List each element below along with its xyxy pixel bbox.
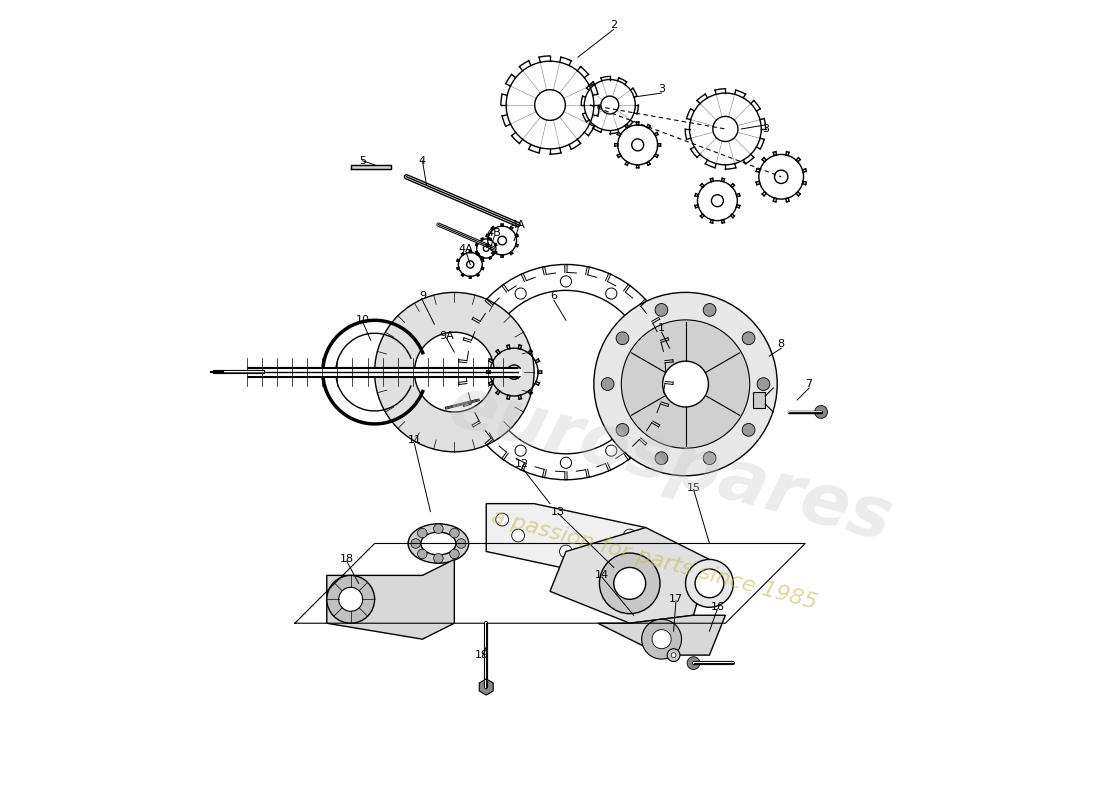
Circle shape <box>624 529 636 542</box>
Circle shape <box>685 559 734 607</box>
Polygon shape <box>480 679 493 695</box>
Circle shape <box>560 276 572 287</box>
Polygon shape <box>754 392 766 408</box>
Circle shape <box>742 423 755 436</box>
Circle shape <box>415 332 494 412</box>
Text: 16: 16 <box>711 602 725 612</box>
Circle shape <box>652 630 671 649</box>
Text: a passion for parts since 1985: a passion for parts since 1985 <box>488 506 818 613</box>
Circle shape <box>606 288 617 299</box>
Text: 1: 1 <box>658 323 666 334</box>
Text: 5: 5 <box>360 156 366 166</box>
Polygon shape <box>550 527 710 623</box>
Circle shape <box>560 458 572 468</box>
Text: 3: 3 <box>658 84 666 94</box>
Circle shape <box>616 332 629 345</box>
Circle shape <box>560 545 572 558</box>
Circle shape <box>375 292 535 452</box>
Text: 8: 8 <box>778 339 784 349</box>
Circle shape <box>450 549 459 558</box>
Circle shape <box>418 528 427 538</box>
Circle shape <box>482 321 493 332</box>
Circle shape <box>621 320 750 448</box>
Text: 19: 19 <box>475 650 490 660</box>
Circle shape <box>433 554 443 563</box>
Circle shape <box>327 575 375 623</box>
Circle shape <box>651 366 662 378</box>
Text: 13: 13 <box>551 506 565 517</box>
Circle shape <box>639 321 650 332</box>
Text: 3: 3 <box>761 124 769 134</box>
Text: 2: 2 <box>610 20 617 30</box>
Text: 11: 11 <box>407 435 421 445</box>
Ellipse shape <box>408 524 469 563</box>
Text: 15: 15 <box>686 482 701 493</box>
Circle shape <box>515 445 526 456</box>
Circle shape <box>668 649 680 662</box>
Circle shape <box>815 406 827 418</box>
Circle shape <box>339 587 363 611</box>
Text: 9A: 9A <box>439 331 453 342</box>
Circle shape <box>757 378 770 390</box>
Polygon shape <box>486 504 646 575</box>
Text: 12: 12 <box>515 458 529 469</box>
Circle shape <box>688 657 700 670</box>
Circle shape <box>703 452 716 465</box>
Circle shape <box>433 524 443 534</box>
Circle shape <box>418 549 427 558</box>
Circle shape <box>482 412 493 423</box>
Circle shape <box>703 303 716 316</box>
Circle shape <box>656 303 668 316</box>
Circle shape <box>470 366 481 378</box>
Text: 6: 6 <box>550 291 558 302</box>
Circle shape <box>600 553 660 614</box>
Circle shape <box>450 528 459 538</box>
Circle shape <box>662 361 708 407</box>
Circle shape <box>594 292 778 476</box>
Text: 14: 14 <box>595 570 609 580</box>
Text: 4A: 4A <box>459 243 474 254</box>
Circle shape <box>656 452 668 465</box>
Text: 4: 4 <box>419 156 426 166</box>
Text: 10: 10 <box>355 315 370 326</box>
Circle shape <box>695 569 724 598</box>
Text: 9: 9 <box>419 291 426 302</box>
Circle shape <box>671 653 676 658</box>
Circle shape <box>411 538 420 548</box>
Polygon shape <box>327 559 454 639</box>
Circle shape <box>614 567 646 599</box>
Circle shape <box>456 538 466 548</box>
Circle shape <box>512 529 525 542</box>
Circle shape <box>616 423 629 436</box>
Circle shape <box>607 553 620 566</box>
Text: 4B: 4B <box>487 227 502 238</box>
Text: 7: 7 <box>805 379 813 389</box>
Text: eurospares: eurospares <box>440 371 899 556</box>
Circle shape <box>515 288 526 299</box>
Text: 4A: 4A <box>510 220 526 230</box>
Circle shape <box>606 445 617 456</box>
Circle shape <box>639 412 650 423</box>
Text: 17: 17 <box>669 594 683 604</box>
Ellipse shape <box>421 532 455 555</box>
Circle shape <box>742 332 755 345</box>
Circle shape <box>602 378 614 390</box>
Circle shape <box>641 619 682 659</box>
Circle shape <box>496 514 508 526</box>
Polygon shape <box>597 615 725 655</box>
Text: 18: 18 <box>340 554 354 565</box>
Polygon shape <box>351 165 390 169</box>
